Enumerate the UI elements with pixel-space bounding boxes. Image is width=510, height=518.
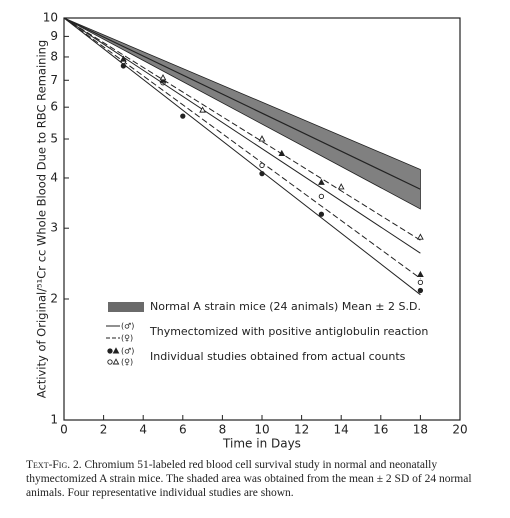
y-tick-label: 5 [50, 132, 58, 146]
legend-line-label: Thymectomized with positive antiglobulin… [149, 325, 428, 338]
study-line [63, 17, 421, 241]
data-point [259, 171, 265, 177]
legend-female: (♀) [121, 358, 133, 367]
data-point [112, 347, 120, 354]
data-point [120, 63, 127, 69]
data-point [417, 287, 424, 294]
y-tick-label: 1 [50, 413, 58, 427]
y-tick-label: 8 [50, 49, 58, 63]
data-point [159, 74, 167, 81]
mean-line [63, 17, 421, 190]
data-point [107, 359, 113, 365]
data-point [199, 106, 206, 113]
legend-band-swatch [108, 302, 144, 312]
x-tick-label: 18 [413, 423, 428, 437]
x-tick-label: 14 [334, 423, 349, 437]
data-point [417, 279, 424, 285]
legend-band-label: Normal A strain mice (24 animals) Mean ±… [150, 300, 421, 313]
chart: Activity of Original/⁵¹Cr cc Whole Blood… [35, 11, 468, 451]
y-axis-label: Activity of Original/⁵¹Cr cc Whole Blood… [35, 40, 49, 398]
legend-point-label: Individual studies obtained from actual … [150, 350, 406, 363]
x-tick-label: 8 [219, 423, 227, 437]
x-tick-label: 10 [254, 423, 269, 437]
y-tick-label: 9 [50, 29, 58, 43]
x-tick-label: 12 [294, 423, 309, 437]
data-point [318, 193, 325, 200]
x-tick-label: 4 [139, 423, 147, 437]
data-point [107, 348, 113, 354]
y-tick-label: 6 [50, 100, 58, 114]
x-tick-label: 20 [452, 423, 467, 437]
legend-female: (♀) [121, 334, 133, 343]
data-point [120, 55, 127, 62]
data-point [318, 211, 325, 217]
caption-figure: Text-Fig. 2. [26, 459, 82, 471]
data-point [318, 178, 325, 185]
caption-text: Chromium 51-labeled red blood cell survi… [26, 459, 472, 499]
sd-band [63, 17, 421, 210]
data-point [112, 358, 120, 365]
y-tick-label: 3 [50, 221, 58, 235]
data-point [417, 270, 424, 278]
data-point [258, 135, 266, 142]
data-point [337, 183, 345, 190]
x-tick-label: 6 [179, 423, 187, 437]
y-tick-label: 10 [43, 11, 58, 25]
data-point [180, 113, 186, 119]
legend-male: (♂) [121, 322, 134, 331]
x-axis-label: Time in Days [222, 437, 301, 451]
legend-male: (♂) [121, 347, 134, 356]
caption: Text-Fig. 2. Chromium 51-labeled red blo… [26, 458, 506, 500]
y-tick-label: 2 [50, 291, 58, 305]
x-tick-label: 16 [373, 423, 388, 437]
y-tick-label: 4 [50, 170, 58, 184]
study-line [63, 17, 421, 254]
data-point [259, 162, 265, 168]
data-point [417, 233, 424, 240]
y-tick-label: 7 [50, 73, 58, 87]
x-tick-label: 2 [100, 423, 108, 437]
x-tick-label: 0 [60, 423, 68, 437]
